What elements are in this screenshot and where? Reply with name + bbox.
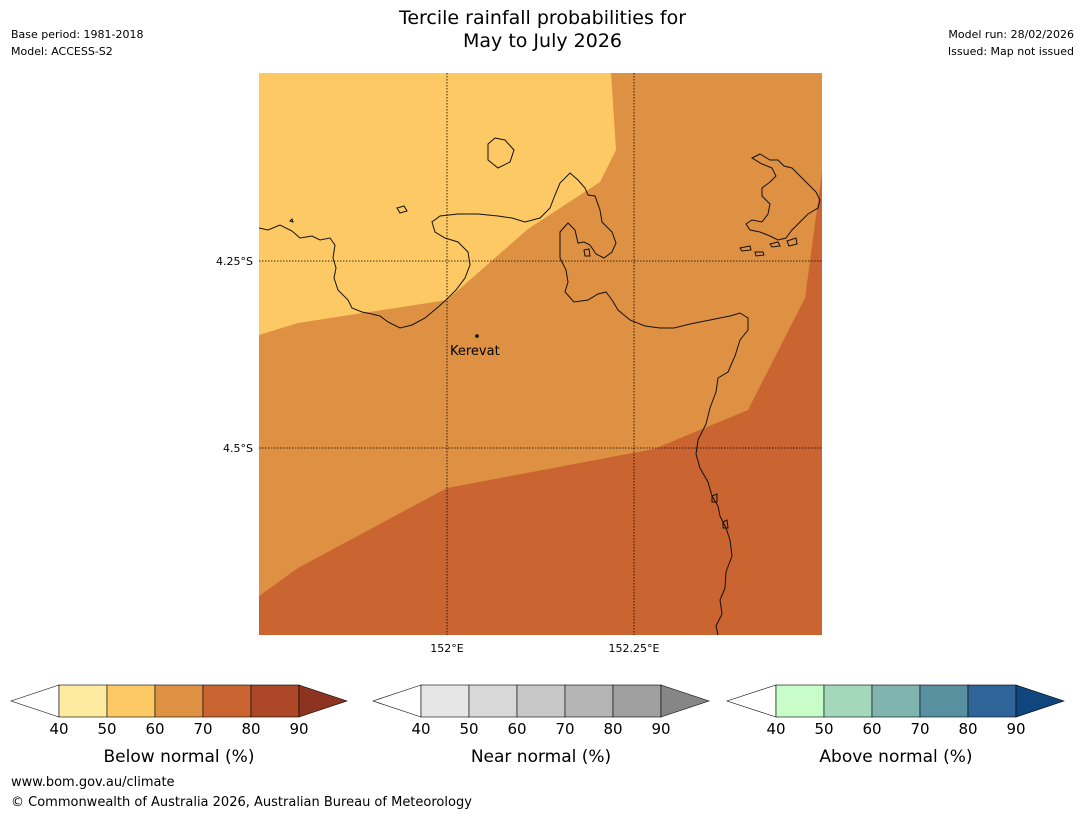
- footer-url: www.bom.gov.au/climate: [11, 775, 175, 790]
- legend-above-tick-40: 40: [766, 720, 785, 738]
- legend-near-tick-90: 90: [651, 720, 670, 738]
- map-svg: Kerevat 4.25°S 4.5°S 152°E 152.25°E 40 5…: [10, 73, 1065, 767]
- base-period: Base period: 1981-2018: [11, 28, 144, 41]
- legend-above-tick-50: 50: [814, 720, 833, 738]
- place-label-kerevat: Kerevat: [450, 344, 500, 359]
- legend-below-seg-50-60: [106, 684, 156, 718]
- legend-below-seg-40-50: [58, 684, 108, 718]
- meta-right: Model run: 28/02/2026 Issued: Map not is…: [948, 26, 1074, 60]
- legend-above-tick-70: 70: [910, 720, 929, 738]
- legend-near-tick-40: 40: [411, 720, 430, 738]
- legend-below-label: Below normal (%): [104, 747, 255, 767]
- legend-below-seg-80-90: [250, 684, 300, 718]
- coastline: [259, 137, 821, 635]
- legend-below-tick-60: 60: [145, 720, 164, 738]
- legend-below-tick-50: 50: [97, 720, 116, 738]
- legend-above-label: Above normal (%): [819, 747, 972, 767]
- legend-below-tick-70: 70: [193, 720, 212, 738]
- map-fill-70-80: [259, 172, 822, 635]
- lon-label-152-25: 152.25°E: [609, 642, 660, 655]
- title-line-2: May to July 2026: [463, 30, 622, 52]
- legend-above-seg-80-90: [967, 684, 1017, 718]
- legend-near-seg-over: [660, 684, 710, 718]
- issued-status: Issued: Map not issued: [947, 45, 1074, 58]
- lon-label-152: 152°E: [430, 642, 463, 655]
- legend-above-seg-under: [726, 684, 777, 718]
- legend-above-tick-60: 60: [862, 720, 881, 738]
- legend-near-tick-80: 80: [603, 720, 622, 738]
- legend-below-seg-70-80: [202, 684, 252, 718]
- legend-near-tick-60: 60: [507, 720, 526, 738]
- model-run: Model run: 28/02/2026: [948, 28, 1074, 41]
- legend-above-tick-90: 90: [1006, 720, 1025, 738]
- map-title: Tercile rainfall probabilities for May t…: [0, 7, 1085, 53]
- legend-above-seg-50-60: [823, 684, 873, 718]
- graticule: [259, 73, 822, 635]
- model-name: Model: ACCESS-S2: [11, 45, 113, 58]
- legend-above-tick-80: 80: [958, 720, 977, 738]
- legend-near-seg-under: [372, 684, 422, 718]
- legend-below-tick-90: 90: [289, 720, 308, 738]
- lat-label-4-5: 4.5°S: [223, 442, 253, 455]
- legend-below-tick-40: 40: [49, 720, 68, 738]
- legend-near-seg-40-50: [420, 684, 470, 718]
- map-fill-50-60: [259, 73, 616, 335]
- legend-near-normal: 40 50 60 70 80 90 Near normal (%): [372, 684, 710, 767]
- legend-near-label: Near normal (%): [471, 747, 611, 767]
- legend-near-seg-80-90: [612, 684, 662, 718]
- legend-below-seg-60-70: [154, 684, 204, 718]
- legend-above-seg-over: [1015, 684, 1065, 718]
- legend-near-tick-70: 70: [555, 720, 574, 738]
- map-area: [259, 73, 822, 635]
- legend-above-seg-70-80: [919, 684, 969, 718]
- legend-above-seg-60-70: [871, 684, 921, 718]
- title-line-1: Tercile rainfall probabilities for: [398, 7, 687, 29]
- legend-above-seg-40-50: [775, 684, 825, 718]
- footer-copyright: © Commonwealth of Australia 2026, Austra…: [11, 795, 472, 810]
- meta-left: Base period: 1981-2018 Model: ACCESS-S2: [11, 26, 143, 60]
- legend-near-seg-60-70: [516, 684, 566, 718]
- legend-below-tick-80: 80: [241, 720, 260, 738]
- legend-below-seg-under: [10, 684, 60, 718]
- legend-below-seg-over: [298, 684, 348, 718]
- legend-near-tick-50: 50: [459, 720, 478, 738]
- legend-above-normal: 40 50 60 70 80 90 Above normal (%): [726, 684, 1065, 767]
- kerevat-marker: [475, 334, 479, 338]
- lat-label-4-25: 4.25°S: [216, 255, 253, 268]
- legend-near-seg-70-80: [564, 684, 614, 718]
- legend-near-seg-50-60: [468, 684, 518, 718]
- legend-below-normal: 40 50 60 70 80 90 Below normal (%): [10, 684, 348, 767]
